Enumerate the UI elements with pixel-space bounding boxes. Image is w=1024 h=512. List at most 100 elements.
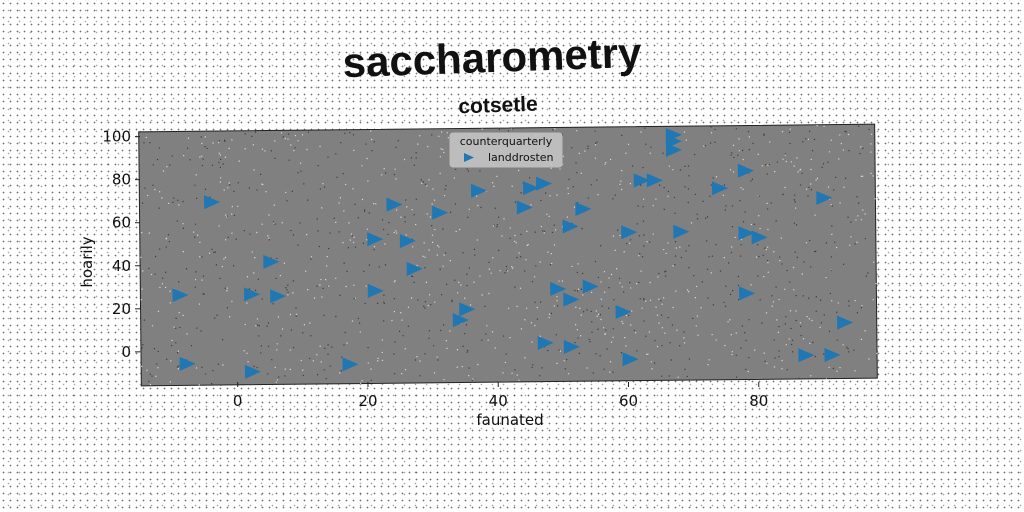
plot-noise-dot <box>587 197 589 199</box>
plot-noise-dot <box>176 220 178 222</box>
plot-noise-dot <box>198 384 200 386</box>
data-point <box>621 225 638 240</box>
plot-noise-dot <box>772 301 775 303</box>
plot-noise-dot <box>547 349 549 352</box>
plot-noise-dot <box>683 331 685 333</box>
plot-noise-dot <box>415 198 417 200</box>
plot-noise-dot <box>629 281 631 284</box>
plot-noise-dot <box>162 277 164 279</box>
plot-noise-dot <box>612 336 614 338</box>
plot-noise-dot <box>499 270 501 272</box>
plot-noise-dot <box>685 139 687 141</box>
plot-noise-dot <box>586 367 588 369</box>
plot-noise-dot <box>605 161 607 164</box>
plot-noise-dot <box>848 351 850 353</box>
plot-noise-dot <box>219 166 221 169</box>
plot-noise-dot <box>780 237 782 239</box>
plot-noise-dot <box>368 212 370 214</box>
plot-noise-dot <box>524 319 526 321</box>
plot-noise-dot <box>346 270 348 272</box>
plot-noise-dot <box>286 289 288 291</box>
plot-noise-dot <box>201 256 203 258</box>
plot-noise-dot <box>797 171 799 173</box>
plot-noise-dot <box>549 264 552 266</box>
plot-noise-dot <box>395 178 397 180</box>
plot-noise-dot <box>426 213 428 215</box>
plot-noise-dot <box>224 256 227 258</box>
plot-noise-dot <box>688 175 690 177</box>
plot-noise-dot <box>268 237 270 239</box>
plot-noise-dot <box>610 341 613 343</box>
plot-noise-dot <box>201 142 203 145</box>
plot-noise-dot <box>679 345 681 347</box>
plot-noise-dot <box>566 358 568 361</box>
x-axis-label: faunated <box>476 411 543 429</box>
plot-noise-dot <box>575 323 577 326</box>
plot-noise-dot <box>616 268 618 270</box>
plot-noise-dot <box>802 338 805 340</box>
plot-noise-dot <box>642 206 644 208</box>
plot-noise-dot <box>815 310 817 312</box>
plot-noise-dot <box>580 288 582 290</box>
plot-noise-dot <box>810 168 812 171</box>
plot-noise-dot <box>567 187 569 189</box>
plot-noise-dot <box>636 283 638 285</box>
legend: counterquarterly landdrosten <box>449 132 563 168</box>
plot-noise-dot <box>612 235 615 237</box>
plot-noise-dot <box>349 132 351 134</box>
plot-noise-dot <box>769 141 771 143</box>
plot-noise-dot <box>464 332 466 335</box>
plot-noise-dot <box>823 125 825 127</box>
data-point <box>575 202 592 217</box>
plot-noise-dot <box>494 347 496 349</box>
plot-noise-dot <box>186 333 188 335</box>
plot-noise-dot <box>434 228 436 231</box>
plot-noise-dot <box>496 224 498 226</box>
plot-noise-dot <box>648 331 651 333</box>
plot-noise-dot <box>377 360 379 362</box>
plot-noise-dot <box>694 153 696 156</box>
plot-noise-dot <box>496 175 498 178</box>
plot-noise-dot <box>530 204 532 206</box>
plot-noise-dot <box>424 267 426 269</box>
plot-noise-dot <box>658 322 660 324</box>
plot-noise-dot <box>446 132 449 134</box>
plot-noise-dot <box>366 157 368 160</box>
plot-noise-dot <box>853 349 855 351</box>
plot-noise-dot <box>375 203 377 205</box>
plot-noise-dot <box>383 294 385 296</box>
plot-noise-dot <box>290 144 292 146</box>
plot-noise-dot <box>421 182 423 185</box>
plot-noise-dot <box>346 342 348 344</box>
plot-noise-dot <box>185 268 188 270</box>
plot-noise-dot <box>226 307 229 309</box>
plot-noise-dot <box>335 221 337 224</box>
plot-noise-dot <box>768 163 770 166</box>
plot-noise-dot <box>744 332 746 334</box>
plot-noise-dot <box>628 242 631 244</box>
plot-noise-dot <box>178 204 180 206</box>
plot-noise-dot <box>580 314 582 316</box>
plot-noise-dot <box>739 200 741 202</box>
plot-noise-dot <box>619 234 621 237</box>
plot-noise-dot <box>663 187 665 189</box>
plot-noise-dot <box>366 239 368 241</box>
plot-noise-dot <box>795 319 797 322</box>
plot-noise-dot <box>200 136 202 138</box>
plot-noise-dot <box>801 172 803 174</box>
data-point <box>737 163 754 178</box>
plot-noise-dot <box>767 228 769 231</box>
plot-noise-dot <box>364 210 366 213</box>
plot-noise-dot <box>740 347 742 349</box>
plot-noise-dot <box>387 233 389 236</box>
plot-noise-dot <box>767 164 769 166</box>
plot-noise-dot <box>788 338 790 340</box>
plot-noise-dot <box>599 314 602 316</box>
plot-noise-dot <box>766 173 768 175</box>
plot-noise-dot <box>169 381 172 383</box>
plot-noise-dot <box>456 366 458 368</box>
plot-noise-dot <box>284 137 286 140</box>
plot-noise-dot <box>273 222 275 224</box>
plot-noise-dot <box>447 137 449 139</box>
plot-noise-dot <box>443 378 445 381</box>
